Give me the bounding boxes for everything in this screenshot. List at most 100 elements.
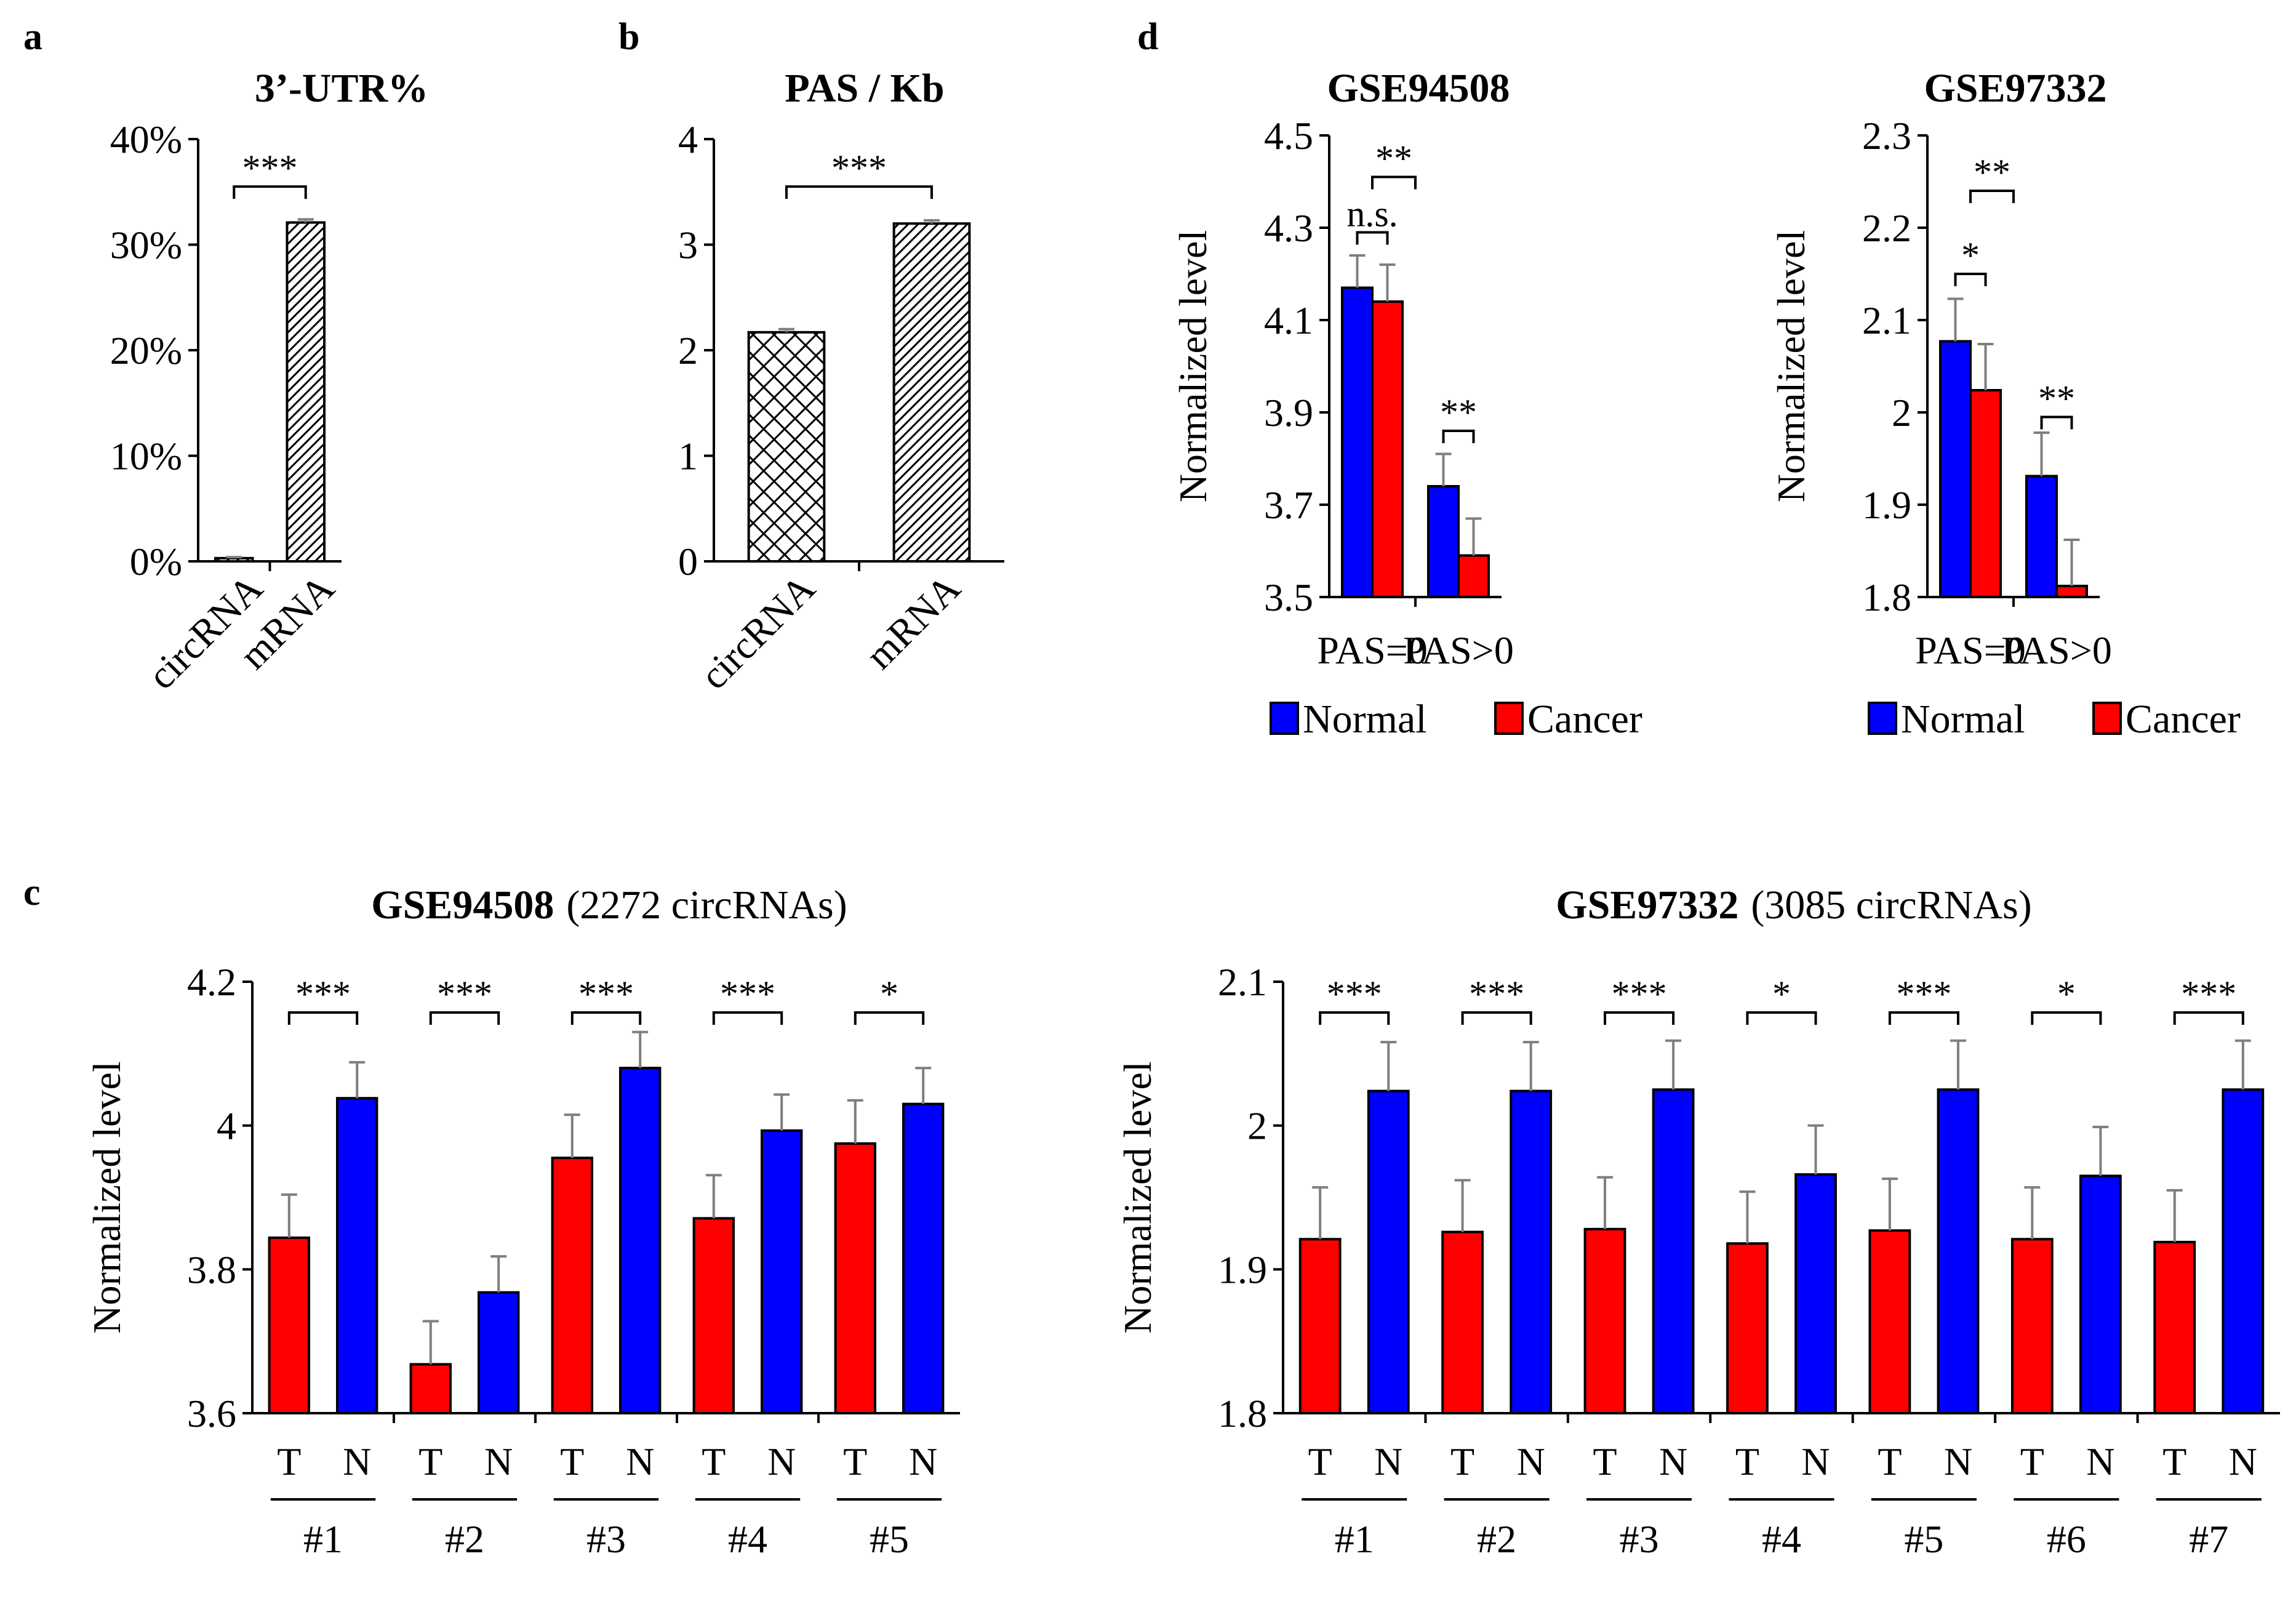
chart-c2-sig-label: * (1772, 974, 1791, 1014)
chart-a-ytick-label: 40% (110, 118, 182, 161)
chart-d1: 3.5 3.7 3.9 4.1 4.3 4.5 Normalized level PAS=0P… (1171, 114, 1642, 742)
chart-c2-sig-bracket (2173, 1011, 2244, 1025)
chart-d1-sig-label: ** (1440, 392, 1477, 433)
chart-d1-category-label: PAS=0 (1317, 628, 1428, 672)
chart-d1-ytick-label: 3.9 (1264, 391, 1313, 435)
chart-c1-sig-bracket (570, 1011, 642, 1025)
chart-c2-group-label: #6 (2047, 1517, 2086, 1561)
chart-c1-group-label: #2 (445, 1517, 484, 1561)
chart-d1-ytick-label: 4.5 (1264, 114, 1313, 158)
chart-c2-heading: GSE97332 (3085 circRNAs) (1556, 883, 2031, 928)
chart-c1-sig-label: * (880, 974, 898, 1014)
chart-c2-ytick-label: 1.8 (1218, 1392, 1267, 1435)
chart-c1-sig-label: *** (720, 974, 775, 1014)
chart-c2-sig-label: * (2057, 974, 2076, 1014)
chart-c1-ytick-label: 3.6 (187, 1392, 236, 1435)
chart-c2-bar-label: T (2162, 1440, 2186, 1483)
chart-c2-bar-t (1868, 1229, 1911, 1414)
chart-c2-bar-t (1583, 1227, 1626, 1414)
chart-c1-bar-label: N (343, 1440, 371, 1483)
chart-b-title: PAS / Kb (785, 66, 944, 111)
chart-c1-bar-label: T (843, 1440, 867, 1483)
chart-b-ytick-label: 3 (678, 223, 698, 267)
chart-c1-bar-label: T (418, 1440, 442, 1483)
chart-c1-group-label: #4 (728, 1517, 767, 1561)
chart-c1-heading: GSE94508 (2272 circRNAs) (371, 883, 847, 928)
chart-b: 0 1 2 3 4 circRNA mRNA *** (678, 118, 1004, 697)
chart-c2-ytick-label: 2.1 (1218, 960, 1267, 1004)
chart-a-bar (214, 556, 254, 563)
chart-c1-bar-n (336, 1097, 378, 1415)
chart-d2-ytick-label: 2.1 (1862, 299, 1911, 342)
chart-d2-bar-normal (2025, 475, 2058, 598)
chart-c1-bar-label: N (767, 1440, 796, 1483)
chart-c1-bar-label: T (560, 1440, 584, 1483)
chart-b-ytick-label: 4 (678, 118, 698, 161)
chart-c1-bar-t (551, 1157, 593, 1415)
chart-b-ytick-label: 0 (678, 540, 698, 583)
chart-c2-ylabel: Normalized level (1116, 1061, 1159, 1333)
chart-c2-sig-bracket (1746, 1011, 1817, 1025)
chart-d1-ytick-label: 4.1 (1264, 299, 1313, 342)
chart-c2-sig-bracket (2031, 1011, 2102, 1025)
chart-a-bar (286, 221, 326, 563)
chart-d2-sig-bracket (1954, 273, 1987, 286)
chart-c2-bar-n (2079, 1174, 2122, 1414)
chart-c2-bar-label: T (1308, 1440, 1332, 1483)
chart-c2-bar-t (2010, 1238, 2054, 1414)
chart-d2-ytick-label: 2.2 (1862, 206, 1911, 250)
chart-c1-group-label: #3 (586, 1517, 626, 1561)
chart-c1-bar-t (692, 1217, 735, 1415)
chart-d2-title: GSE97332 (1924, 66, 2106, 111)
chart-c1-sig-label: *** (578, 974, 634, 1014)
chart-c1-bar-label: N (626, 1440, 654, 1483)
chart-c2-bar-t (1726, 1242, 1769, 1414)
chart-d2-legend-label: Cancer (2126, 697, 2241, 742)
chart-c1-bar-label: N (909, 1440, 937, 1483)
chart-c2-sig-bracket (1604, 1011, 1675, 1025)
panel-label-d: d (1137, 16, 1158, 58)
chart-d2-sig-bracket (1969, 190, 2015, 203)
chart-c2-bar-n (1510, 1089, 1553, 1414)
chart-d2-sig-label: * (1961, 235, 1980, 276)
chart-c1-sig-label: *** (437, 974, 492, 1014)
chart-c2-bar-label: N (2086, 1440, 2114, 1483)
chart-c2-bar-label: N (1374, 1440, 1402, 1483)
chart-d2-ylabel: Normalized level (1769, 230, 1813, 502)
chart-c2-group-label: #7 (2189, 1517, 2228, 1561)
chart-a-ytick-label: 10% (110, 435, 182, 478)
chart-c2-ytick-label: 1.9 (1218, 1248, 1267, 1291)
chart-c1-bar-n (619, 1067, 662, 1414)
chart-d1-legend-swatch-normal (1270, 702, 1299, 735)
chart-c2-sig-label: *** (1612, 974, 1667, 1014)
chart-d1-ytick-label: 4.3 (1264, 206, 1313, 250)
chart-d2-legend-swatch-normal (1868, 702, 1897, 735)
chart-c1-ytick-label: 4 (217, 1104, 236, 1148)
chart-c1-ytick-label: 3.8 (187, 1248, 236, 1291)
chart-d2-sig-bracket (2040, 415, 2073, 430)
chart-c2-bar-label: T (1450, 1440, 1474, 1483)
chart-c2-sig-label: *** (2181, 974, 2236, 1014)
chart-c2-bar-t (2153, 1240, 2196, 1414)
chart-a-ytick-label: 0% (130, 540, 182, 583)
chart-b-bar (892, 222, 971, 563)
chart-d1-bar-cancer (1457, 554, 1490, 598)
chart-c2-bar-n (1937, 1088, 1980, 1414)
chart-c2-bar-label: N (1944, 1440, 1972, 1483)
chart-c1-bar-t (834, 1142, 876, 1414)
chart-c1-sig-bracket (429, 1011, 500, 1025)
chart-c1-bar-t (268, 1236, 311, 1414)
chart-c2-bar-label: T (1878, 1440, 1902, 1483)
chart-c2-sig-label: *** (1896, 974, 1951, 1014)
chart-d1-bar-normal (1427, 485, 1460, 598)
chart-d2-bar-cancer (2055, 585, 2088, 598)
chart-c1-group-label: #1 (303, 1517, 343, 1561)
chart-c2-sig-bracket (1461, 1011, 1532, 1025)
chart-c2-group-label: #2 (1477, 1517, 1516, 1561)
chart-d1-bar-cancer (1371, 300, 1404, 598)
chart-d2: 1.8 1.9 2 2.1 2.2 2.3 Normalized level PAS=0PAS… (1769, 114, 2241, 742)
chart-c2-bar-n (1652, 1088, 1695, 1414)
chart-d1-bar-normal (1341, 286, 1374, 598)
chart-c2-group-label: #1 (1335, 1517, 1374, 1561)
